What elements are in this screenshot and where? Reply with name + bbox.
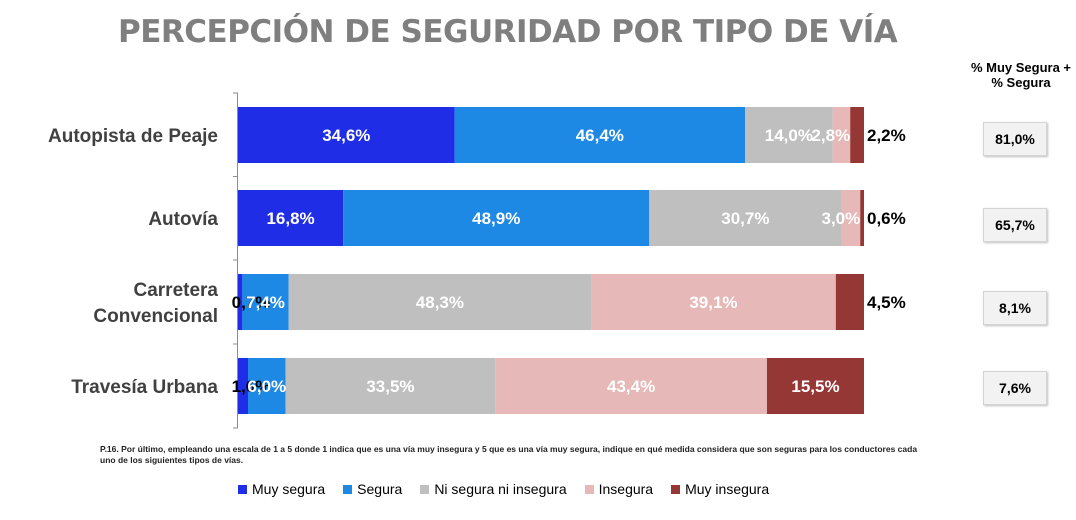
bar-segment [285, 358, 496, 414]
legend-label: Insegura [598, 481, 654, 497]
legend-label: Muy insegura [685, 481, 770, 497]
legend-swatch [420, 484, 430, 494]
bar-segment [591, 274, 836, 330]
bar-segment [238, 358, 249, 414]
data-label: 15,5% [791, 377, 839, 396]
bar-segment [242, 274, 289, 330]
data-label: 16,8% [266, 209, 314, 228]
side-panel-header-line2: % Segura [991, 75, 1051, 90]
footnote: P.16. Por último, empleando una escala d… [100, 444, 918, 465]
legend-swatch [671, 484, 681, 494]
bar-segment [238, 107, 455, 163]
legend-swatch [238, 484, 247, 494]
data-label: 7,4% [246, 293, 285, 312]
data-label: 43,4% [607, 377, 655, 396]
legend-label: Muy segura [252, 481, 326, 497]
side-value: 65,7% [995, 217, 1035, 233]
data-label: 4,5% [867, 293, 906, 312]
bar-segment [649, 190, 842, 246]
chart-title: PERCEPCIÓN DE SEGURIDAD POR TIPO DE VÍA [118, 14, 898, 50]
legend-item: Ni segura ni insegura [420, 481, 567, 497]
legend-item: Segura [343, 481, 402, 497]
category-label: Travesía Urbana [71, 377, 218, 398]
data-label: 0,7% [232, 293, 271, 312]
data-label: 34,6% [322, 126, 370, 145]
bar-segment [860, 190, 864, 246]
legend-swatch [584, 484, 594, 494]
bar-segment [238, 274, 243, 330]
legend: Muy segura Segura Ni segura ni insegura … [238, 481, 787, 497]
data-label: 33,5% [366, 377, 414, 396]
legend-item: Muy insegura [671, 481, 769, 497]
legend-swatch [343, 484, 353, 494]
side-panel-header-line1: % Muy Segura + [970, 60, 1072, 75]
bar-segment [745, 107, 833, 163]
bar-segment [248, 358, 286, 414]
side-value: 8,1% [999, 300, 1031, 316]
bar-segment [238, 190, 344, 246]
legend-item: Muy segura [238, 481, 325, 497]
bar-segment [766, 358, 864, 414]
data-label: 1,6% [232, 377, 271, 396]
data-label: 2,2% [867, 126, 906, 145]
bar-segment [343, 190, 650, 246]
legend-label: Ni segura ni insegura [434, 481, 567, 497]
bar-segment [850, 107, 864, 163]
data-label: 2,8% [811, 126, 850, 145]
data-label: 48,3% [416, 293, 464, 312]
bar-segment [495, 358, 767, 414]
side-value-box: 8,1% [983, 291, 1047, 325]
data-label: 48,9% [472, 209, 520, 228]
data-label: 39,1% [689, 293, 737, 312]
bar-segment [454, 107, 746, 163]
side-value-box: 7,6% [983, 371, 1047, 405]
side-value-box: 65,7% [983, 208, 1047, 242]
category-label: Carretera Convencional [93, 280, 218, 327]
legend-label: Segura [357, 481, 403, 497]
bar-segment [832, 107, 851, 163]
data-label: 14,0% [765, 126, 813, 145]
data-label: 46,4% [576, 126, 624, 145]
category-label: Autovía [148, 209, 218, 230]
side-value: 7,6% [999, 380, 1031, 396]
legend-item: Insegura [584, 481, 654, 497]
data-label: 0,6% [867, 209, 906, 228]
bar-segment [841, 190, 861, 246]
bar-segment [288, 274, 592, 330]
data-label: 30,7% [721, 209, 769, 228]
side-value: 81,0% [995, 131, 1035, 147]
side-value-box: 81,0% [983, 122, 1047, 156]
data-label: 3,0% [821, 209, 860, 228]
data-label: 6,0% [247, 377, 286, 396]
bar-segment [835, 274, 864, 330]
category-label: Autopista de Peaje [48, 126, 218, 147]
side-panel-header: % Muy Segura + % Segura [966, 60, 1076, 90]
